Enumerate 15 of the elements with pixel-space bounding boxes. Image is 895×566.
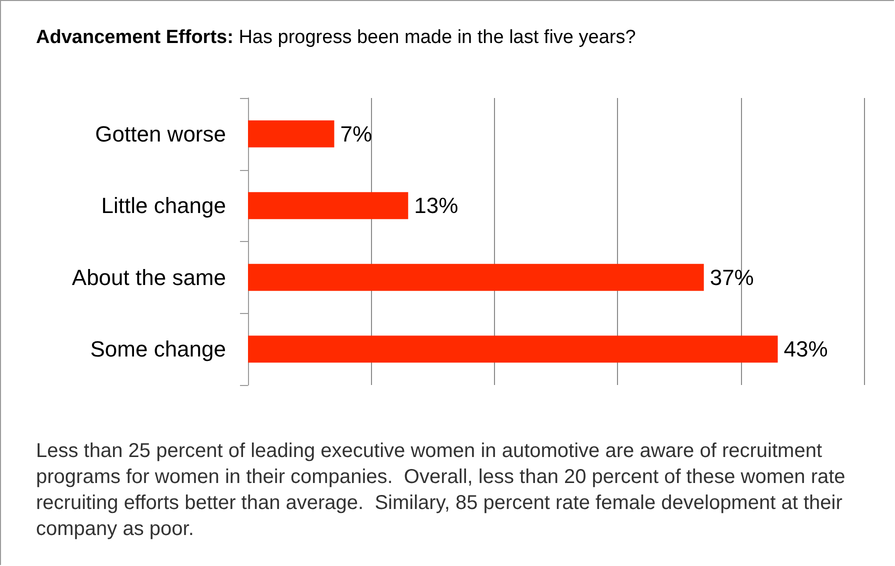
- chart-subtitle: Has progress been made in the last five years?: [233, 27, 636, 48]
- y-tick-label: Little change: [101, 193, 226, 218]
- y-tick-label: About the same: [72, 264, 226, 290]
- data-label: 7%: [340, 121, 372, 146]
- data-label: 43%: [784, 336, 828, 362]
- chart-title: Advancement Efforts:: [36, 27, 234, 48]
- data-label: 37%: [710, 264, 754, 290]
- y-tick-label: Some change: [90, 336, 226, 362]
- text: Less than 25 percent of leading executive women in automotive are aware of recruitment programs for women in their companies. Overall, less than 20 percent of these women rate recruiting efforts better than average. Similary, 85 percent rate female development at their company as poor.: [36, 440, 851, 540]
- bar: [248, 336, 778, 363]
- bar: [248, 264, 704, 291]
- bar: [248, 120, 334, 148]
- y-tick-label: Gotten worse: [95, 121, 226, 146]
- bar: [248, 192, 408, 220]
- data-label: 13%: [414, 193, 458, 218]
